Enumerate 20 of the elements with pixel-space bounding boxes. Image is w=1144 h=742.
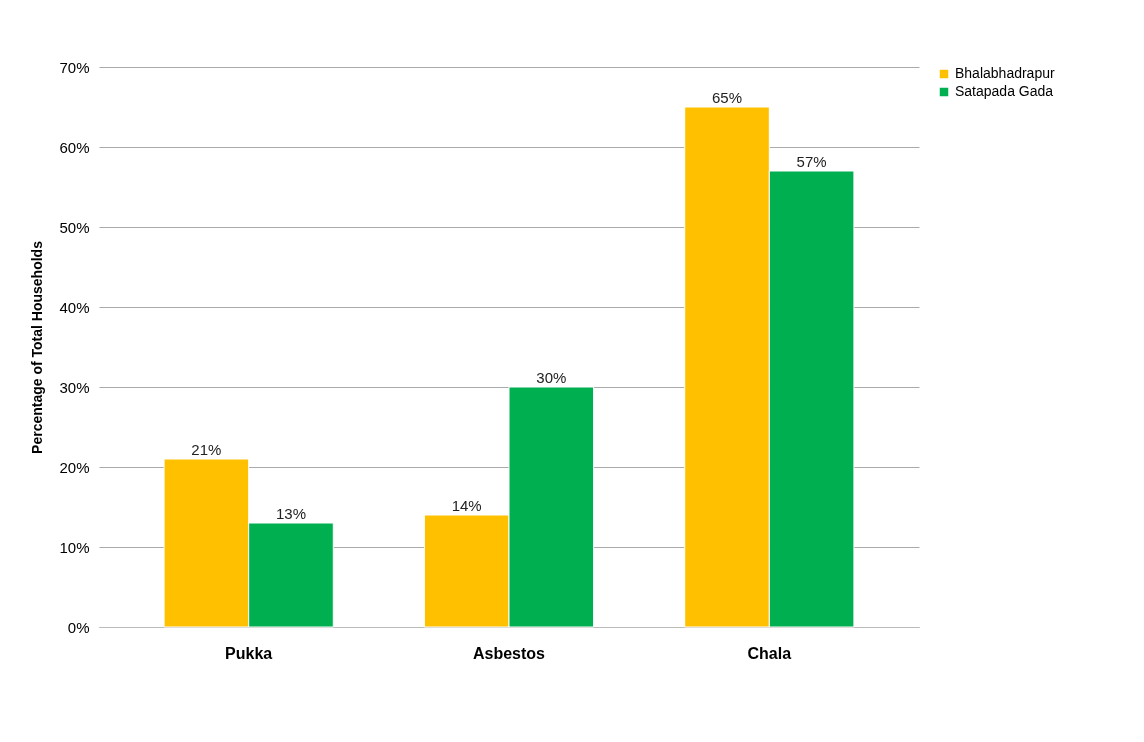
y-tick-label: 10% [59,538,90,556]
legend-label: Bhalabhadrapur [955,65,1055,81]
x-tick-label: Asbestos [472,644,546,662]
y-tick-label: 40% [59,298,90,316]
y-tick-label: 50% [59,218,90,236]
legend-label: Satapada Gada [955,83,1054,99]
y-tick-label: 70% [59,58,90,76]
y-tick-label: 0% [67,618,90,636]
data-label: 30% [536,369,567,386]
x-tick-label: Pukka [225,644,273,662]
data-label: 57% [796,153,827,170]
y-tick-label: 20% [59,458,90,476]
data-label: 21% [191,441,222,458]
x-tick-label: Chala [747,644,792,662]
data-label: 65% [712,89,743,106]
y-tick-label: 60% [59,138,90,156]
data-label: 14% [451,497,482,514]
y-tick-label: 30% [59,378,90,396]
data-label: 13% [275,505,306,522]
y-axis-title: Percentage of Total Households [29,240,46,454]
